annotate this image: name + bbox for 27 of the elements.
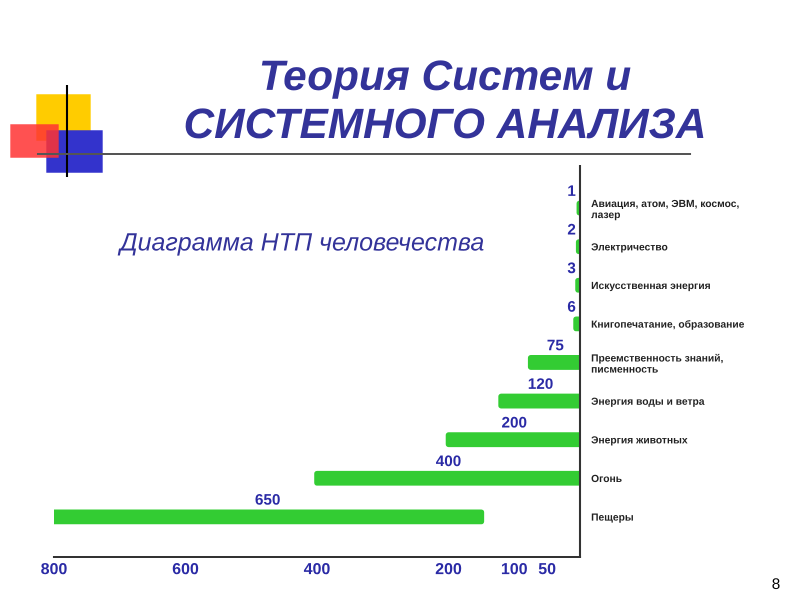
data-label: 120 [528,378,553,390]
x-tick-label: 400 [304,562,330,574]
y-tick-label: Пещеры [592,514,633,523]
y-tick-label: Энергия животных [591,436,688,446]
x-tick-label: 100 [502,562,527,574]
x-tick-label: 50 [538,562,556,574]
y-tick-label: Энергия воды и ветра [591,398,705,407]
y-tick-label: Преемственность знаний, писменность [592,354,723,373]
x-tick-label: 200 [436,562,462,574]
text: Диаграмма НТП человечества [118,233,484,256]
data-label: 75 [548,340,564,350]
y-tick-label: Электричество [591,243,668,253]
chart-title: Теория Систем и СИСТЕМНОГО АНАЛИЗА [186,60,704,138]
y-tick-label: Огонь [592,474,622,482]
x-tick-label: 800 [41,562,67,574]
text: 8 [772,578,780,590]
data-label: 650 [256,494,280,505]
data-label: 2 [568,224,576,234]
data-label: 1 [568,185,576,196]
y-tick-label: Искусственная энергия [592,282,710,292]
data-label: 3 [568,262,576,274]
data-label: 6 [568,301,576,312]
data-label: 200 [502,416,526,428]
y-tick-label: Книгопечатание, образование [592,320,744,330]
x-tick-label: 600 [172,562,198,574]
y-tick-label: Авиация, атом, ЭВМ, космос, лазер [591,200,739,220]
data-label: 400 [436,455,461,466]
